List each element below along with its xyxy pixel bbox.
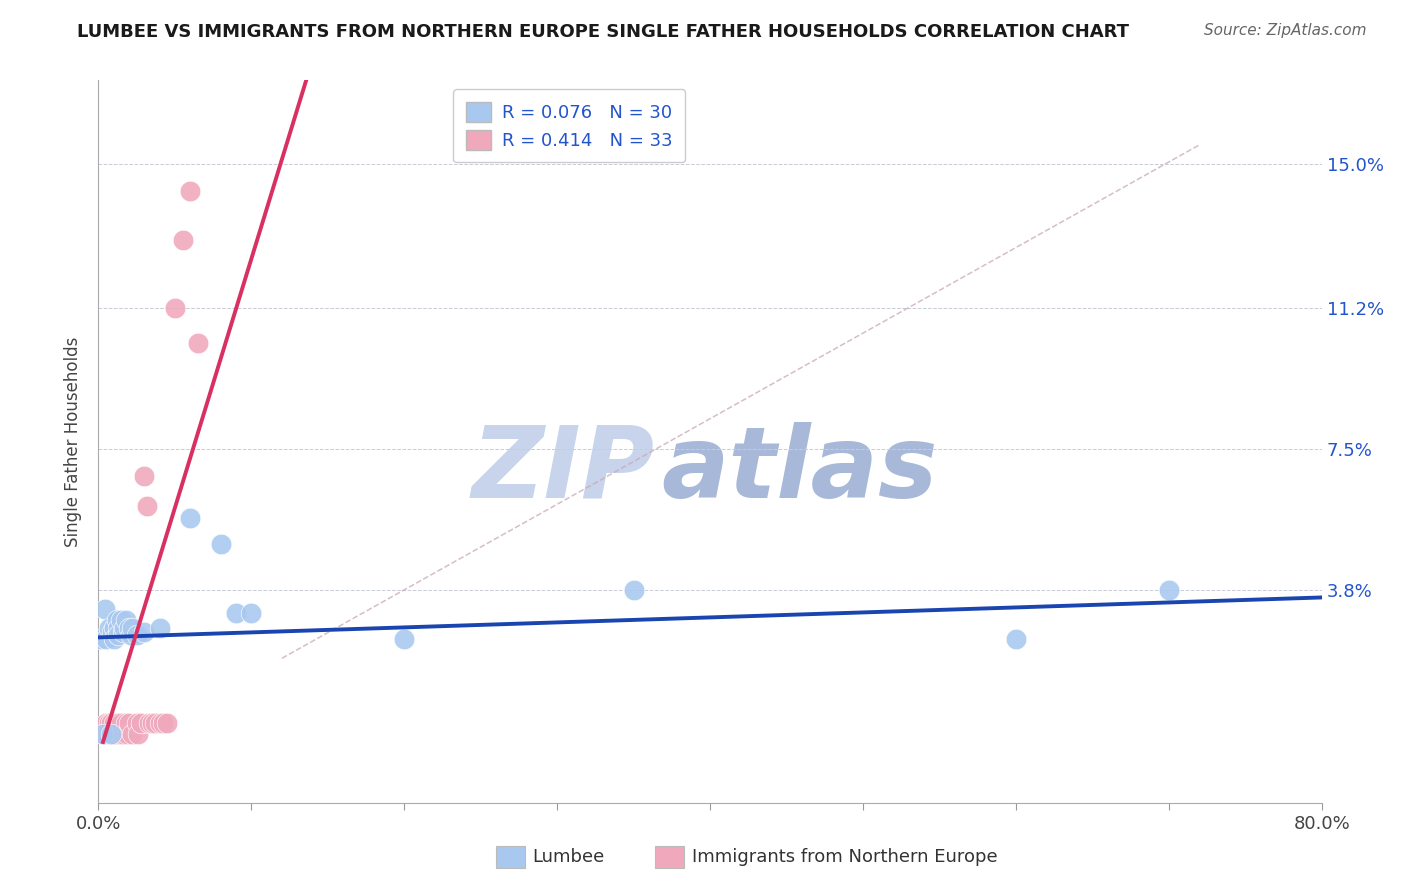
Point [89, 632, 111, 647]
Text: Source: ZipAtlas.com: Source: ZipAtlas.com [1204, 23, 1367, 38]
Point [149, 621, 172, 635]
Point [93, 602, 115, 616]
Point [115, 715, 138, 730]
Point [156, 715, 179, 730]
Point [107, 628, 129, 642]
Point [111, 624, 134, 639]
Point [110, 613, 132, 627]
Point [97, 727, 120, 741]
Y-axis label: Single Father Households: Single Father Households [65, 336, 83, 547]
Point [125, 715, 148, 730]
Point [111, 727, 134, 741]
Text: Lumbee: Lumbee [533, 848, 605, 866]
Point [129, 715, 152, 730]
Point [143, 715, 166, 730]
Text: Immigrants from Northern Europe: Immigrants from Northern Europe [692, 848, 997, 866]
Point [225, 606, 247, 620]
Point [163, 301, 186, 316]
Point [110, 715, 132, 730]
Point [240, 606, 263, 620]
Point [179, 184, 201, 198]
Point [1004, 632, 1026, 647]
Point [98, 715, 121, 730]
Text: ZIP: ZIP [472, 422, 655, 519]
Point [134, 624, 156, 639]
Point [136, 499, 159, 513]
Point [100, 715, 122, 730]
Point [623, 582, 645, 597]
Point [101, 727, 124, 741]
Point [152, 715, 174, 730]
Point [118, 621, 141, 635]
Point [392, 632, 416, 647]
Point [115, 613, 138, 627]
Point [108, 727, 131, 741]
Point [94, 715, 117, 730]
Point [91, 727, 114, 741]
Point [98, 621, 121, 635]
Point [91, 727, 114, 741]
Point [107, 715, 129, 730]
Point [103, 715, 125, 730]
Point [93, 727, 115, 741]
Point [112, 621, 135, 635]
Point [117, 727, 139, 741]
Point [134, 468, 156, 483]
Point [101, 624, 124, 639]
Point [121, 621, 143, 635]
Point [149, 715, 172, 730]
Point [94, 632, 117, 647]
Text: atlas: atlas [661, 422, 938, 519]
Legend: R = 0.076   N = 30, R = 0.414   N = 33: R = 0.076 N = 30, R = 0.414 N = 33 [453, 89, 685, 162]
Point [141, 715, 163, 730]
Point [172, 233, 194, 247]
Point [138, 715, 160, 730]
Point [121, 727, 143, 741]
Point [1157, 582, 1180, 597]
Bar [655, 847, 685, 868]
Point [179, 510, 201, 524]
Point [104, 727, 127, 741]
Point [187, 335, 209, 350]
Point [127, 727, 149, 741]
Text: LUMBEE VS IMMIGRANTS FROM NORTHERN EUROPE SINGLE FATHER HOUSEHOLDS CORRELATION C: LUMBEE VS IMMIGRANTS FROM NORTHERN EUROP… [77, 23, 1129, 41]
Bar [496, 847, 526, 868]
Point [118, 715, 141, 730]
Point [125, 628, 148, 642]
Point [103, 621, 125, 635]
Point [100, 727, 122, 741]
Point [107, 621, 129, 635]
Point [105, 715, 128, 730]
Point [105, 613, 128, 627]
Point [209, 537, 232, 551]
Point [120, 628, 142, 642]
Point [103, 632, 125, 647]
